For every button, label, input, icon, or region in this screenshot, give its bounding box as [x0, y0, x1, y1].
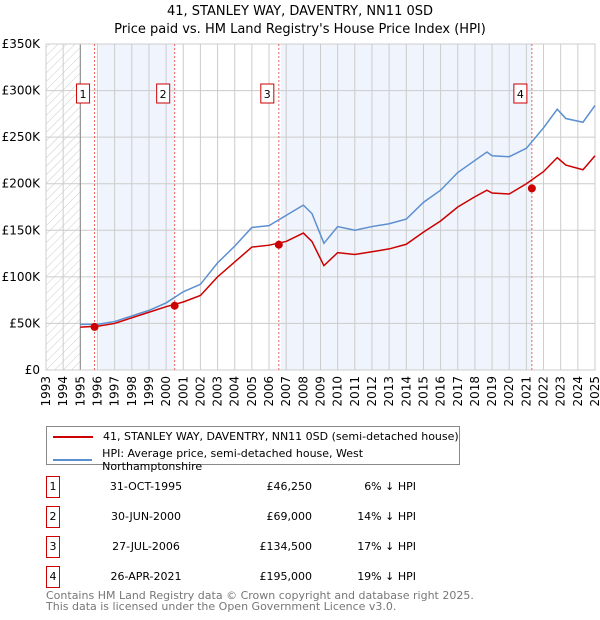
- legend-blue-line: [53, 459, 93, 461]
- sale-point: [170, 301, 179, 310]
- sale-hpi: 14% ↓ HPI: [357, 510, 416, 523]
- sale-price: £134,500: [259, 540, 313, 553]
- sale-num: 2: [46, 506, 60, 528]
- x-tick-label: 2007: [279, 376, 293, 407]
- sale-num: 4: [46, 566, 60, 588]
- sale-label-box: [513, 83, 528, 104]
- x-tick-label: 1993: [39, 376, 53, 407]
- x-tick-label: 2018: [468, 376, 482, 407]
- sale-label-number: 4: [517, 88, 524, 101]
- x-tick-label: 2024: [571, 376, 585, 407]
- sale-label-number: 2: [160, 88, 167, 101]
- x-tick-label: 1994: [56, 376, 70, 407]
- x-tick-label: 1998: [125, 376, 139, 407]
- sale-label: 3: [260, 83, 275, 104]
- x-tick-label: 2017: [451, 376, 465, 407]
- x-tick-label: 2002: [193, 376, 207, 407]
- plot-area: 1993 1994 1995 1996 1997 1998 1999 2000 2001 2002…: [2, 37, 600, 407]
- sale-label: 4: [513, 83, 528, 104]
- x-tick-label: 1997: [108, 376, 122, 407]
- x-tick-label: 2003: [211, 376, 225, 407]
- chart-subtitle: Price paid vs. HM Land Registry's House …: [114, 22, 486, 37]
- x-tick-label: 2019: [485, 376, 499, 407]
- x-tick-label: 2009: [314, 376, 328, 407]
- sale-label-box: [156, 83, 171, 104]
- hpi-line: [80, 105, 596, 326]
- x-tick-label: 2013: [382, 376, 396, 407]
- y-tick-label: £250K: [2, 130, 42, 144]
- x-tick-label: 1995: [73, 376, 87, 407]
- sale-date: 26-APR-2021: [110, 570, 182, 583]
- sale-point: [527, 184, 536, 193]
- x-tick-label: 2023: [554, 376, 568, 407]
- footer: Contains HM Land Registry data © Crown c…: [46, 590, 474, 612]
- y-tick-label: £350K: [2, 37, 42, 51]
- sale-price: £195,000: [259, 570, 313, 583]
- x-tick-label: 2012: [365, 376, 379, 407]
- x-tick-label: 2021: [519, 376, 533, 407]
- x-tick-label: 2001: [176, 376, 190, 407]
- x-tick-label: 2004: [228, 376, 242, 407]
- y-tick-label: £0: [25, 363, 40, 377]
- footer-line1: Contains HM Land Registry data © Crown c…: [46, 589, 474, 602]
- sale-point: [274, 240, 283, 249]
- x-tick-label: 2025: [588, 376, 600, 407]
- y-tick-label: £150K: [2, 223, 42, 237]
- x-tick-label: 2022: [537, 376, 551, 407]
- sale-point: [90, 322, 99, 331]
- sale-date: 30-JUN-2000: [110, 510, 182, 523]
- legend: 41, STANLEY WAY, DAVENTRY, NN11 0SD (sem…: [46, 426, 460, 473]
- sale-hpi: 19% ↓ HPI: [357, 570, 416, 583]
- y-tick-label: £50K: [9, 316, 41, 330]
- x-tick-label: 2010: [331, 376, 345, 407]
- sale-price: £69,000: [266, 510, 313, 523]
- footer-line2: This data is licensed under the Open Gov…: [46, 600, 397, 613]
- legend-red-line: [53, 435, 93, 438]
- x-tick-label: 1996: [90, 376, 104, 407]
- sale-hpi: 6% ↓ HPI: [364, 480, 416, 493]
- x-tick-label: 2006: [262, 376, 276, 407]
- sale-label: 2: [156, 83, 171, 104]
- x-tick-label: 2016: [434, 376, 448, 407]
- x-tick-label: 1999: [142, 376, 156, 407]
- sale-hpi: 17% ↓ HPI: [357, 540, 416, 553]
- sale-label-box: [260, 83, 275, 104]
- x-tick-label: 2000: [159, 376, 173, 407]
- sale-row: 4 26-APR-2021 £195,000 19% ↓ HPI: [46, 566, 446, 588]
- y-tick-label: £100K: [2, 270, 42, 284]
- sale-label: 1: [76, 83, 91, 104]
- sale-label-number: 3: [264, 88, 271, 101]
- legend-property: 41, STANLEY WAY, DAVENTRY, NN11 0SD (sem…: [103, 430, 459, 443]
- sale-price: £46,250: [266, 480, 313, 493]
- sale-row: 3 27-JUL-2006 £134,500 17% ↓ HPI: [46, 536, 446, 558]
- sale-date: 31-OCT-1995: [109, 480, 183, 493]
- x-tick-label: 2011: [348, 376, 362, 407]
- sale-label-box: [76, 83, 91, 104]
- y-tick-label: £300K: [2, 84, 42, 98]
- plot-border: [45, 43, 596, 371]
- sale-date: 27-JUL-2006: [112, 540, 180, 553]
- sale-num: 3: [46, 536, 60, 558]
- chart-title: 41, STANLEY WAY, DAVENTRY, NN11 0SD: [166, 4, 434, 19]
- sale-row: 2 30-JUN-2000 £69,000 14% ↓ HPI: [46, 506, 446, 528]
- sale-row: 1 31-OCT-1995 £46,250 6% ↓ HPI: [46, 476, 446, 498]
- x-tick-label: 2020: [502, 376, 516, 407]
- sale-label-number: 1: [80, 88, 87, 101]
- x-tick-label: 2014: [399, 376, 413, 407]
- x-tick-label: 2015: [416, 376, 430, 407]
- sale-num: 1: [46, 476, 60, 498]
- x-tick-label: 2005: [245, 376, 259, 407]
- y-tick-label: £200K: [2, 177, 42, 191]
- legend-hpi: HPI: Average price, semi-detached house,…: [102, 447, 364, 473]
- x-tick-label: 2008: [296, 376, 310, 407]
